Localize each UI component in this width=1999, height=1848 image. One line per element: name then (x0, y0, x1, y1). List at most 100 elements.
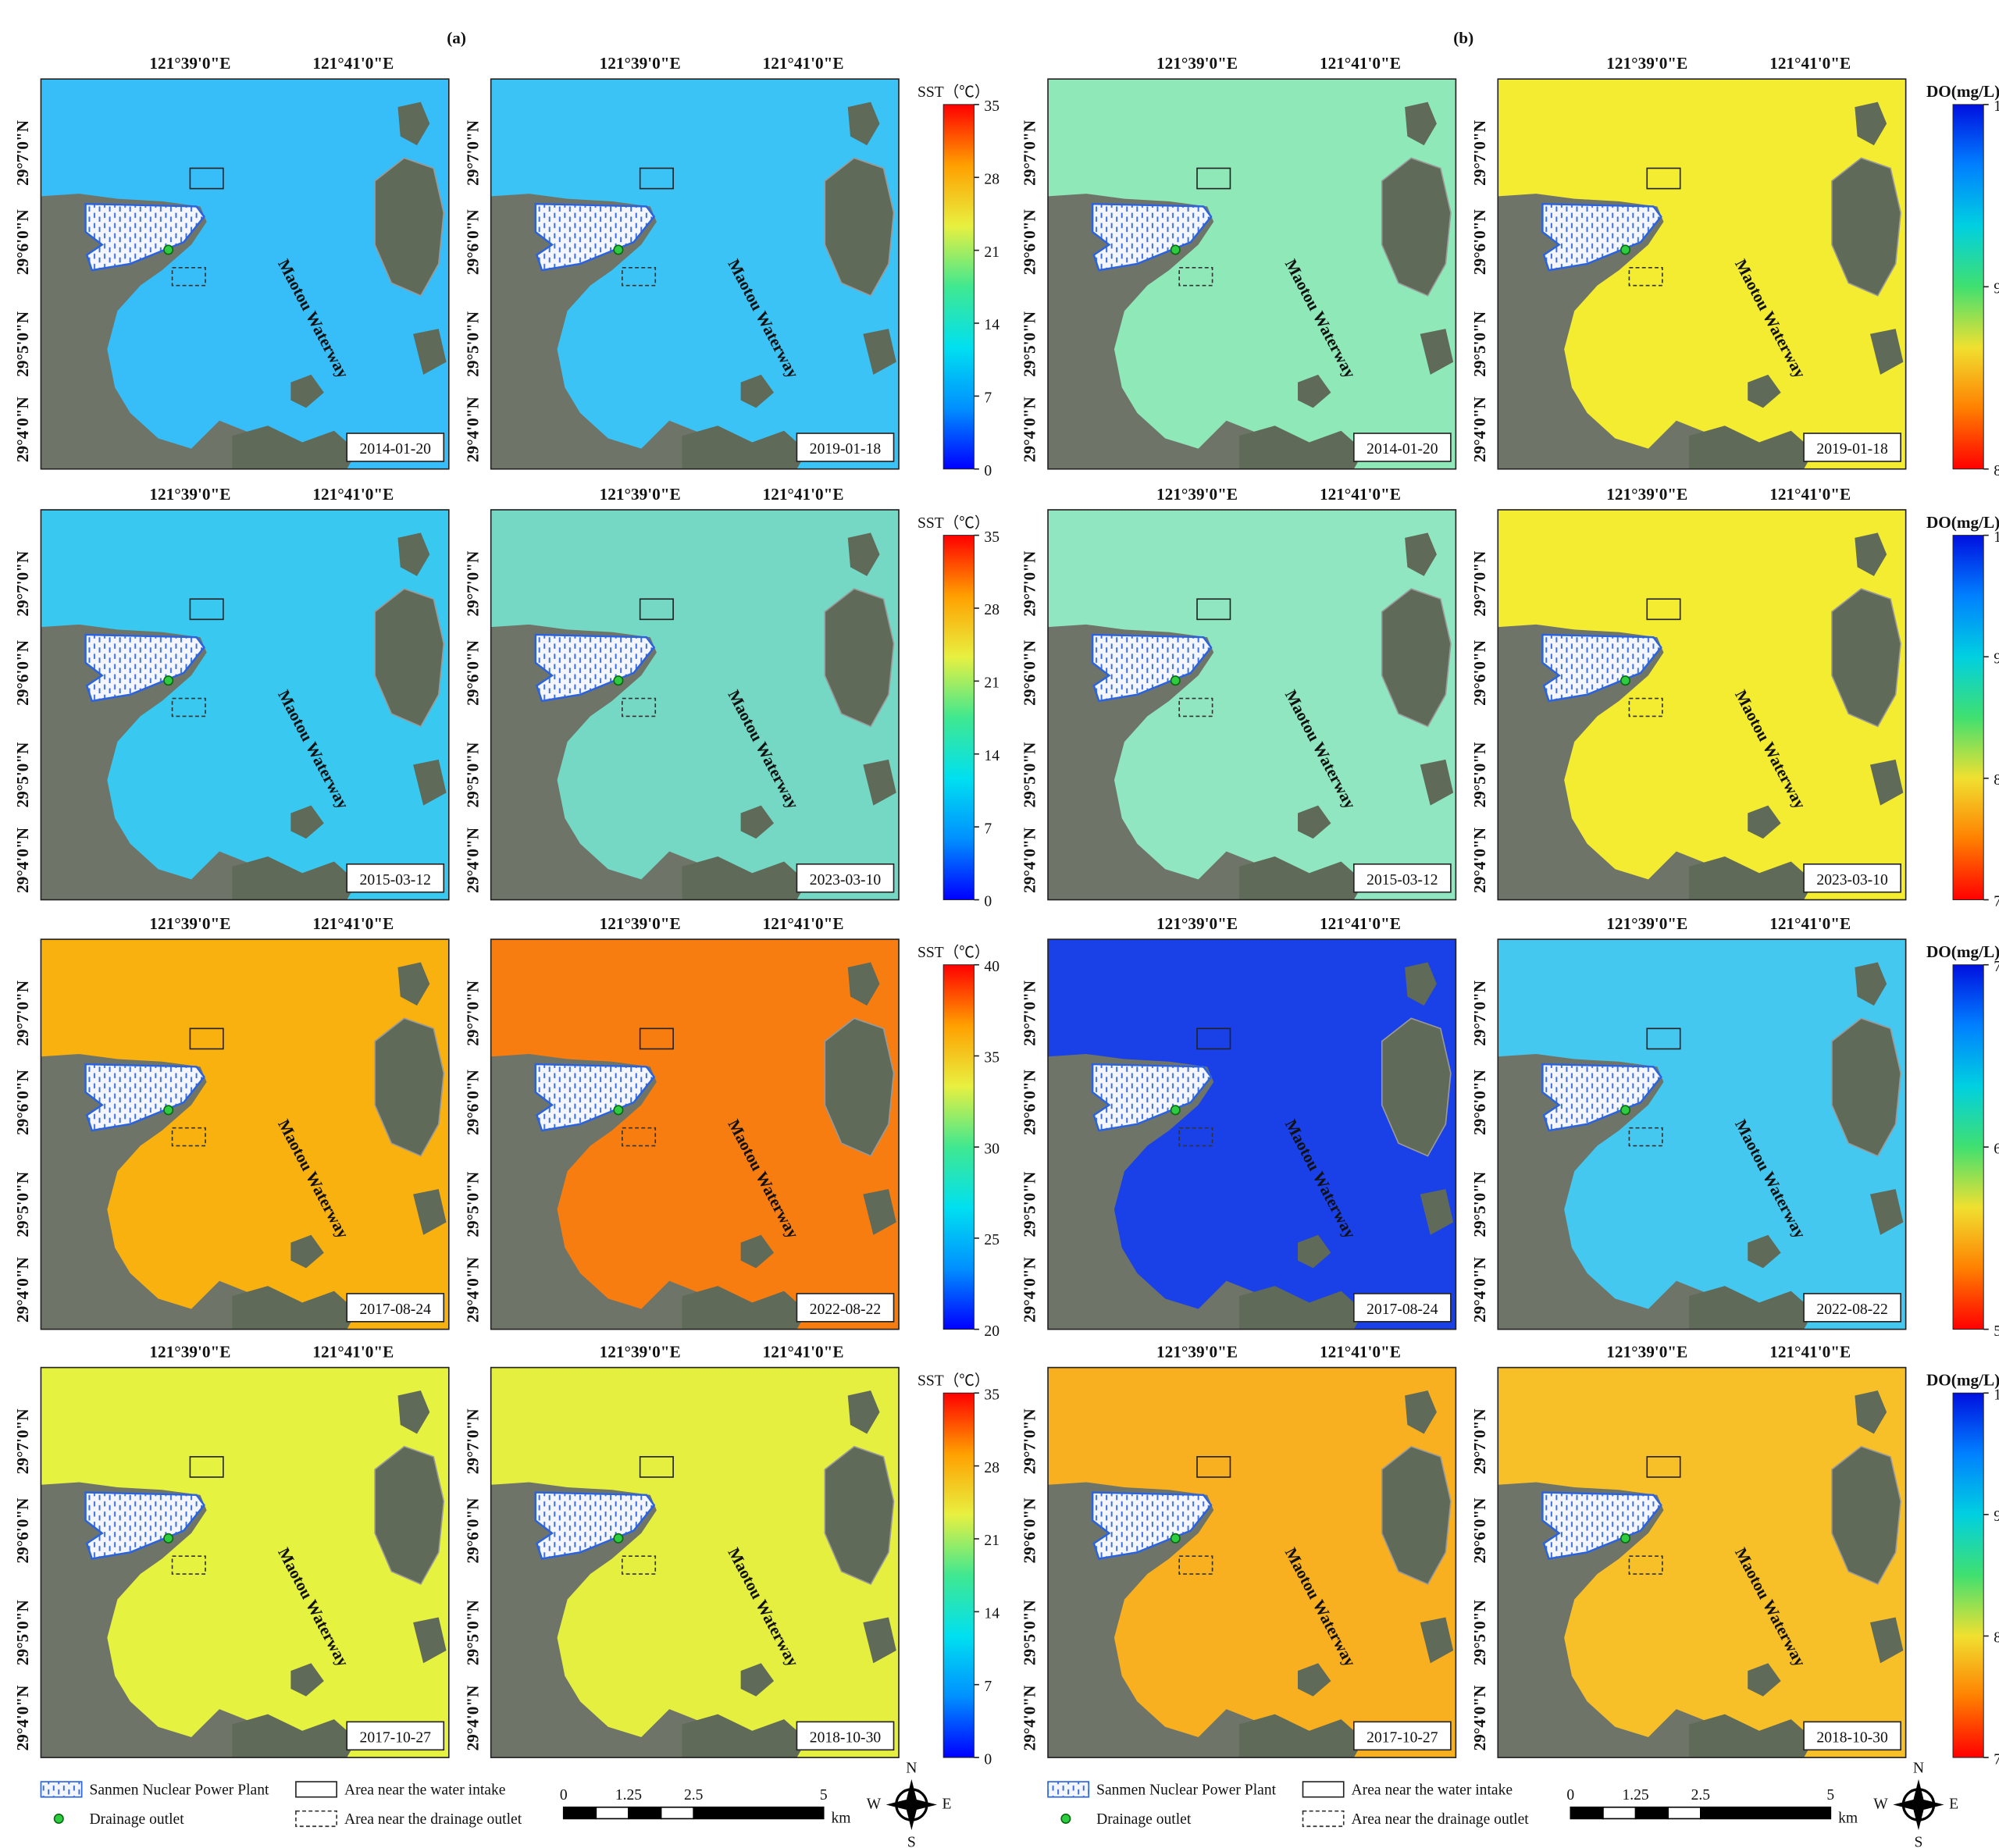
map-frame (1047, 78, 1457, 470)
colorbar-tick-label: 28 (984, 602, 1000, 618)
plant (1541, 202, 1662, 272)
colorbar-tick-label: 8 (1994, 463, 1999, 479)
colorbar (1952, 1392, 1984, 1758)
island (863, 1189, 896, 1235)
date: 2017-08-24 (1367, 1301, 1438, 1318)
drainage-outlet (1170, 1533, 1181, 1544)
island (740, 374, 775, 408)
colorbar-tick-label: 28 (984, 1460, 1000, 1476)
lat-label: 29°6'0"N (463, 209, 482, 276)
island (1238, 1286, 1364, 1330)
compass-star (885, 1779, 938, 1831)
island (413, 1617, 447, 1664)
map-frame (40, 509, 450, 901)
island (1381, 157, 1452, 297)
plant (84, 633, 205, 703)
date: 2018-10-30 (1816, 1730, 1888, 1747)
outlet-area (1178, 266, 1213, 287)
legend-text: Area near the drainage outlet (1352, 1811, 1530, 1828)
colorbar-tick-label: 9 (1994, 650, 1999, 667)
lon-label: 121°39'0"E (149, 54, 230, 73)
drainage-outlet (1620, 1105, 1631, 1116)
island (1381, 588, 1452, 728)
compass-star (1893, 1779, 1944, 1831)
colorbar-tick-label: 7 (1994, 959, 1999, 975)
lon-label: 121°39'0"E (600, 485, 681, 504)
intake-area (189, 1456, 224, 1478)
outlet-area (1628, 1555, 1663, 1575)
lat-label: 29°5'0"N (1021, 742, 1039, 808)
lon-label: 121°41'0"E (1769, 54, 1851, 73)
lat-label: 29°5'0"N (13, 1599, 32, 1665)
intake-area (1196, 1027, 1231, 1050)
date: 2023-03-10 (810, 872, 882, 888)
island (1297, 1663, 1331, 1697)
island (847, 962, 880, 1006)
lat-label: 29°5'0"N (13, 311, 32, 377)
plant (1091, 202, 1213, 272)
lat-label: 29°7'0"N (1470, 550, 1489, 617)
island (1855, 532, 1887, 576)
lat-label: 29°7'0"N (463, 1408, 482, 1475)
island (847, 1390, 880, 1434)
island (847, 101, 880, 146)
legend-outlet-area-icon (295, 1810, 337, 1828)
lon-label: 121°41'0"E (312, 914, 394, 933)
colorbar-title: DO(mg/L) (1926, 1370, 1999, 1389)
lat-label: 29°7'0"N (463, 119, 482, 186)
lon-label: 121°39'0"E (1156, 485, 1238, 504)
lon-label: 121°39'0"E (1606, 54, 1687, 73)
island (290, 374, 324, 408)
island (682, 426, 807, 469)
island (1855, 962, 1887, 1006)
date: 2015-03-12 (360, 872, 431, 888)
scale-segment (693, 1806, 825, 1820)
intake-area (1196, 167, 1231, 190)
colorbar-tick-label: 35 (984, 529, 1000, 546)
island (1297, 374, 1331, 408)
colorbar-tick-label: 10 (1994, 1387, 1999, 1403)
lat-label: 29°4'0"N (463, 827, 482, 893)
island (1405, 1390, 1437, 1434)
date-box (1803, 1293, 1901, 1323)
colorbar-tick-label: 7 (1994, 1751, 1999, 1768)
colorbar (942, 535, 975, 900)
outlet-area (1628, 266, 1663, 287)
compass-letter: W (1873, 1796, 1888, 1812)
lon-label: 121°39'0"E (1156, 54, 1238, 73)
outlet-area (171, 1555, 206, 1575)
date-box (346, 1293, 445, 1323)
colorbar-tick-label: 21 (984, 244, 1000, 261)
island (682, 1714, 807, 1758)
island (1297, 1234, 1331, 1269)
compass-letter: W (867, 1796, 882, 1812)
colorbar-tick-label: 25 (984, 1232, 1000, 1248)
lat-label: 29°6'0"N (1021, 1497, 1039, 1564)
lon-label: 121°39'0"E (1606, 485, 1687, 504)
drainage-outlet (1620, 1533, 1631, 1544)
island (397, 532, 430, 576)
island (1405, 962, 1437, 1006)
lon-label: 121°41'0"E (763, 1343, 844, 1362)
intake-area (1196, 598, 1231, 621)
island (1855, 101, 1887, 146)
date-box (1352, 1721, 1452, 1751)
island (374, 1445, 445, 1586)
lon-label: 121°41'0"E (312, 1343, 394, 1362)
intake-area (639, 598, 674, 621)
lat-label: 29°7'0"N (1021, 1408, 1039, 1475)
legend-text: Area near the water intake (344, 1782, 506, 1798)
lat-label: 29°4'0"N (13, 827, 32, 893)
lon-label: 121°41'0"E (763, 914, 844, 933)
island (1689, 1286, 1815, 1330)
island (1689, 426, 1815, 469)
date-box (796, 863, 895, 893)
map-frame (490, 509, 900, 901)
colorbar (1952, 535, 1984, 900)
island (1831, 1445, 1901, 1586)
plant (84, 1063, 205, 1132)
